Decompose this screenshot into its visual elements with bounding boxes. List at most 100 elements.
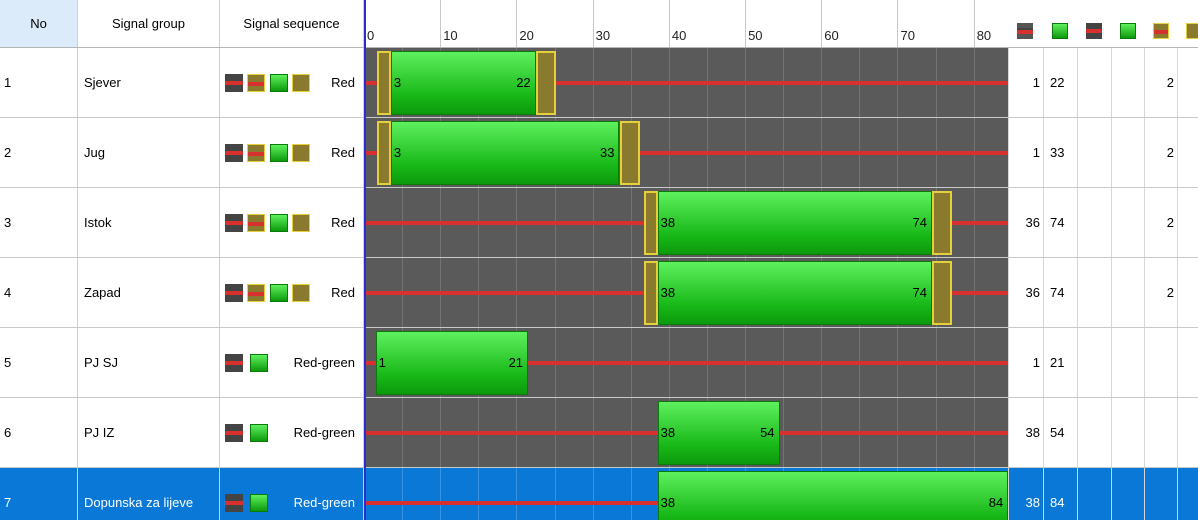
row-number: 1	[0, 48, 78, 117]
green-phase-bar[interactable]: 3 33	[390, 120, 620, 185]
red-signal-icon	[225, 353, 243, 372]
header-no[interactable]: No	[0, 0, 78, 47]
green-phase-bar[interactable]: 1 21	[375, 330, 529, 395]
green-end-label: 21	[508, 354, 524, 370]
signal-sequence-label: Red-green	[293, 425, 355, 440]
header-signal-sequence[interactable]: Signal sequence	[220, 0, 364, 47]
grid-line	[478, 468, 480, 520]
timeline-track[interactable]: 3 33	[364, 118, 1008, 187]
green-phase-bar[interactable]: 38 84	[657, 470, 1008, 520]
green-start-label: 38	[660, 424, 676, 440]
signal-sequence-cell[interactable]: Red-green	[220, 328, 364, 397]
grid-line	[592, 468, 594, 520]
signal-group-name[interactable]: Sjever	[78, 48, 220, 117]
signal-sequence-cell[interactable]: Red	[220, 48, 364, 117]
signal-group-name[interactable]: Zapad	[78, 258, 220, 327]
green-end-value[interactable]: 74	[1050, 284, 1065, 300]
timeline-track[interactable]: 38 74	[364, 188, 1008, 257]
green-end-value[interactable]: 74	[1050, 214, 1065, 230]
timeline-track[interactable]: 38 84	[364, 468, 1008, 520]
green-phase-bar[interactable]: 38 74	[657, 260, 932, 325]
ruler-tick	[897, 0, 899, 47]
ruler-tick	[973, 0, 975, 47]
table-row[interactable]: 7 Dopunska za lijeve Red-green 38 84 38 84	[0, 468, 1198, 520]
amber-duration-value[interactable]: 2	[1166, 214, 1174, 230]
red-end-value[interactable]: 1	[1032, 144, 1040, 160]
row-number: 4	[0, 258, 78, 327]
timeline-track[interactable]: 3 22	[364, 48, 1008, 117]
amber-phase[interactable]	[931, 260, 952, 325]
red-amber-phase[interactable]	[376, 50, 391, 115]
green-phase-bar[interactable]: 38 54	[657, 400, 780, 465]
table-row[interactable]: 2 Jug Red 3 33 1 33 2	[0, 118, 1198, 188]
red-amber-phase[interactable]	[643, 260, 658, 325]
signal-group-name[interactable]: Dopunska za lijeve	[78, 468, 220, 520]
red-amber-phase[interactable]	[376, 120, 391, 185]
red-amber-phase[interactable]	[643, 190, 658, 255]
ruler-tick	[516, 0, 518, 47]
signal-group-name[interactable]: Jug	[78, 118, 220, 187]
red-end-value[interactable]: 1	[1032, 74, 1040, 90]
row-number: 2	[0, 118, 78, 187]
red-end-value[interactable]: 38	[1025, 424, 1040, 440]
grid-line	[402, 468, 404, 520]
red-end-value[interactable]: 1	[1032, 354, 1040, 370]
signal-sequence-cell[interactable]: Red	[220, 258, 364, 327]
green-end-label: 84	[988, 494, 1004, 510]
signal-sequence-label: Red	[331, 215, 355, 230]
table-row[interactable]: 5 PJ SJ Red-green 1 21 1 21	[0, 328, 1198, 398]
signal-sequence-cell[interactable]: Red	[220, 188, 364, 257]
green-phase-bar[interactable]: 3 22	[390, 50, 536, 115]
ruler-tick-label: 60	[824, 28, 839, 43]
signal-sequence-label: Red-green	[293, 355, 355, 370]
red-amber-icon	[247, 143, 265, 162]
red-end-value[interactable]: 38	[1025, 494, 1040, 510]
timeline-track[interactable]: 38 54	[364, 398, 1008, 467]
amber-phase[interactable]	[535, 50, 556, 115]
amber-icon	[1186, 23, 1198, 39]
green-signal-icon	[270, 73, 288, 92]
green-signal-icon	[1120, 23, 1136, 39]
green-end-value[interactable]: 33	[1050, 144, 1065, 160]
amber-phase[interactable]	[619, 120, 640, 185]
green-signal-icon	[250, 423, 268, 442]
grid-line	[440, 468, 442, 520]
ruler-tick-label: 0	[367, 28, 375, 43]
red-end-value[interactable]: 36	[1025, 214, 1040, 230]
ruler-tick-label: 50	[748, 28, 763, 43]
table-row[interactable]: 4 Zapad Red 38 74 36 74 2	[0, 258, 1198, 328]
row-number: 6	[0, 398, 78, 467]
green-phase-bar[interactable]: 38 74	[657, 190, 932, 255]
amber-duration-value[interactable]: 2	[1166, 144, 1174, 160]
signal-sequence-cell[interactable]: Red-green	[220, 468, 364, 520]
timeline-track[interactable]: 38 74	[364, 258, 1008, 327]
green-end-label: 22	[516, 74, 531, 90]
green-end-value[interactable]: 84	[1050, 494, 1065, 510]
ruler-tick	[440, 0, 442, 47]
green-start-label: 38	[660, 214, 676, 230]
signal-sequence-cell[interactable]: Red-green	[220, 398, 364, 467]
timeline-track[interactable]: 1 21	[364, 328, 1008, 397]
amber-duration-value[interactable]: 2	[1166, 284, 1174, 300]
signal-sequence-cell[interactable]: Red	[220, 118, 364, 187]
header-signal-group[interactable]: Signal group	[78, 0, 220, 47]
green-end-value[interactable]: 21	[1050, 354, 1065, 370]
table-header: No Signal group Signal sequence 0 10 20 30 4…	[0, 0, 1198, 48]
amber-icon	[292, 143, 310, 162]
table-row[interactable]: 3 Istok Red 38 74 36 74 2	[0, 188, 1198, 258]
amber-duration-value[interactable]: 2	[1166, 74, 1174, 90]
table-row[interactable]: 1 Sjever Red 3 22 1 22 2	[0, 48, 1198, 118]
green-end-label: 74	[912, 214, 927, 230]
green-end-value[interactable]: 54	[1050, 424, 1065, 440]
amber-phase[interactable]	[931, 190, 952, 255]
red-phase-line	[364, 360, 1008, 365]
signal-group-name[interactable]: PJ IZ	[78, 398, 220, 467]
amber-icon	[292, 213, 310, 232]
green-end-value[interactable]: 22	[1050, 74, 1065, 90]
red-end-value[interactable]: 36	[1025, 284, 1040, 300]
signal-group-name[interactable]: Istok	[78, 188, 220, 257]
signal-group-name[interactable]: PJ SJ	[78, 328, 220, 397]
table-row[interactable]: 6 PJ IZ Red-green 38 54 38 54	[0, 398, 1198, 468]
ruler-tick-label: 40	[671, 28, 687, 43]
